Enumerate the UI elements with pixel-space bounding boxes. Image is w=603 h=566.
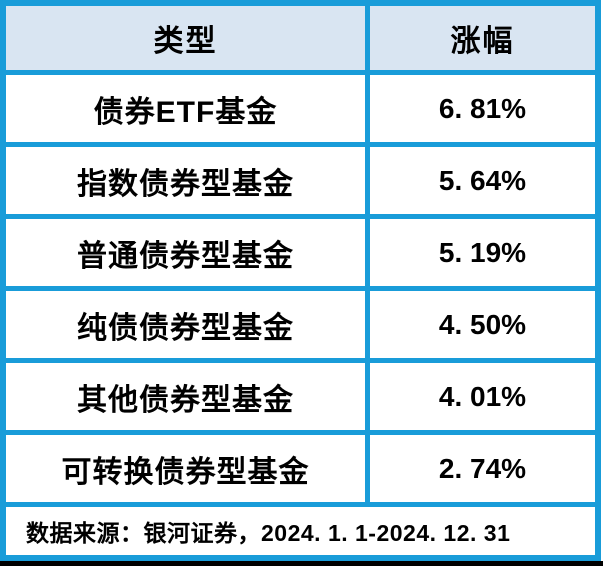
bottom-edge-bar [0,561,603,566]
fund-type-cell: 其他债券型基金 [6,363,365,430]
fund-type-cell: 普通债券型基金 [6,219,365,286]
table-row: 指数债券型基金 5. 64% [6,147,595,214]
change-value-cell: 4. 01% [370,363,595,430]
table-row: 可转换债券型基金 2. 74% [6,435,595,502]
column-header-type: 类型 [6,6,365,70]
change-value-cell: 5. 19% [370,219,595,286]
change-value-cell: 6. 81% [370,75,595,142]
fund-type-cell: 指数债券型基金 [6,147,365,214]
table-footer-row: 数据来源：银河证券，2024. 1. 1-2024. 12. 31 [6,507,595,555]
fund-type-cell: 可转换债券型基金 [6,435,365,502]
table-header-row: 类型 涨幅 [6,6,595,70]
change-value-cell: 4. 50% [370,291,595,358]
change-value-cell: 2. 74% [370,435,595,502]
table-row: 其他债券型基金 4. 01% [6,363,595,430]
table-row: 普通债券型基金 5. 19% [6,219,595,286]
table-row: 纯债债券型基金 4. 50% [6,291,595,358]
fund-type-cell: 纯债债券型基金 [6,291,365,358]
column-header-change: 涨幅 [370,6,595,70]
fund-type-cell: 债券ETF基金 [6,75,365,142]
change-value-cell: 5. 64% [370,147,595,214]
table-row: 债券ETF基金 6. 81% [6,75,595,142]
data-source-note: 数据来源：银河证券，2024. 1. 1-2024. 12. 31 [6,507,595,555]
